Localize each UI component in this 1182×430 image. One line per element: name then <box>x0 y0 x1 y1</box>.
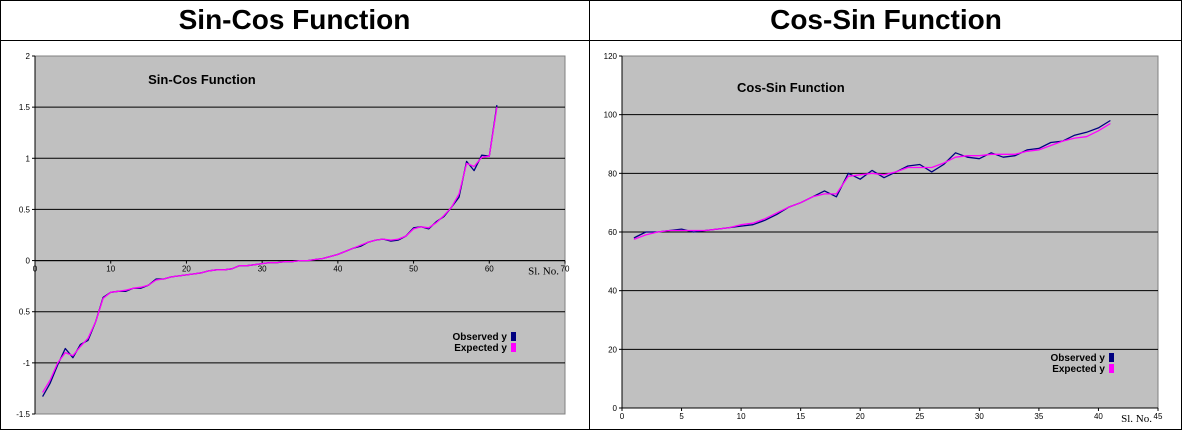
y-tick-label: 40 <box>608 287 617 296</box>
legend-label: Observed y <box>453 332 508 343</box>
x-tick-label: 20 <box>182 265 191 274</box>
legend-label: Observed y <box>1051 353 1106 364</box>
legend-label: Expected y <box>1052 364 1105 375</box>
column-divider <box>589 0 590 430</box>
x-tick-label: 10 <box>106 265 115 274</box>
series-line-expected <box>42 107 498 393</box>
y-tick-label: 20 <box>608 345 617 354</box>
header-divider <box>0 40 1182 41</box>
legend-swatch <box>1109 353 1114 362</box>
legend-swatch <box>1109 364 1114 373</box>
left-panel-title: Sin-Cos Function <box>178 4 411 35</box>
plot-area <box>34 55 566 415</box>
x-tick-label: 30 <box>258 265 267 274</box>
y-tick-label: 0 <box>26 257 31 266</box>
right-panel-title: Cos-Sin Function <box>770 4 1002 35</box>
x-tick-label: 40 <box>333 265 342 274</box>
y-tick-label: 60 <box>608 228 617 237</box>
y-tick-label: 2 <box>26 52 31 61</box>
y-tick-label: 1 <box>26 154 31 163</box>
x-tick-label: 40 <box>1094 412 1103 421</box>
x-tick-label: 45 <box>1154 412 1163 421</box>
y-tick-label: 1.5 <box>19 103 31 112</box>
series-line-expected <box>633 122 1111 240</box>
x-tick-label: 5 <box>679 412 684 421</box>
x-tick-label: 50 <box>409 265 418 274</box>
x-tick-label: 10 <box>737 412 746 421</box>
x-tick-label: 30 <box>975 412 984 421</box>
x-tick-label: 0 <box>620 412 625 421</box>
y-tick-label: 80 <box>608 169 617 178</box>
x-tick-label: 20 <box>856 412 865 421</box>
legend-swatch <box>511 332 516 341</box>
y-tick-label: -1.5 <box>16 410 30 419</box>
x-tick-label: 0 <box>33 265 38 274</box>
x-axis-label: Sl. No. <box>528 266 559 278</box>
x-tick-label: 15 <box>796 412 805 421</box>
chart-title: Cos-Sin Function <box>737 80 845 95</box>
chart-title: Sin-Cos Function <box>148 72 256 87</box>
x-tick-label: 70 <box>561 265 570 274</box>
legend-label: Expected y <box>454 343 507 354</box>
x-axis-label: Sl. No. <box>1121 413 1152 425</box>
y-tick-label: 120 <box>604 52 618 61</box>
y-tick-label: -1 <box>23 359 31 368</box>
x-tick-label: 35 <box>1034 412 1043 421</box>
y-tick-label: 0.5 <box>19 308 31 317</box>
x-tick-label: 60 <box>485 265 494 274</box>
y-tick-label: 0.5 <box>19 205 31 214</box>
legend-swatch <box>511 343 516 352</box>
x-tick-label: 25 <box>915 412 924 421</box>
y-tick-label: 0 <box>613 404 618 413</box>
y-tick-label: 100 <box>604 111 618 120</box>
